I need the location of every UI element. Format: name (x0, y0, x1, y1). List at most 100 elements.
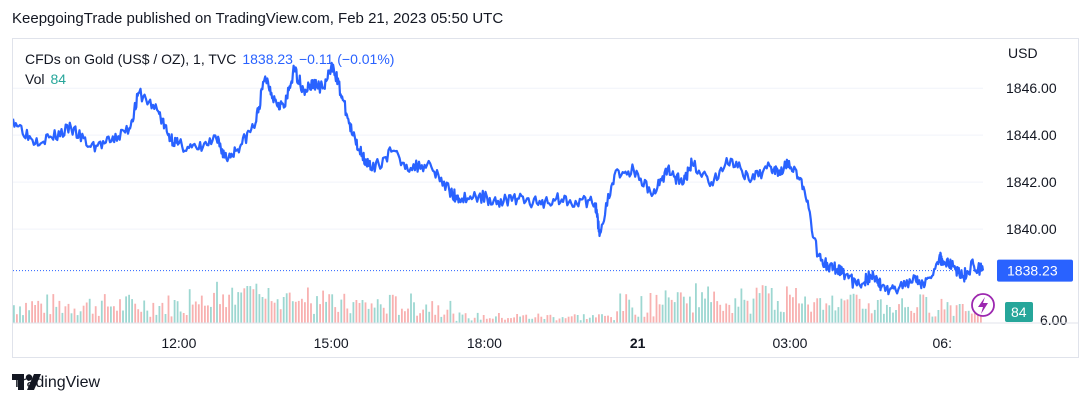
volume-bar (370, 303, 373, 323)
x-tick-label: 21 (630, 335, 646, 351)
volume-bar (398, 314, 400, 323)
volume-bar (934, 316, 937, 323)
volume-bar (13, 305, 15, 323)
volume-bar (685, 303, 688, 323)
publish-info: KeepgoingTrade published on TradingView.… (12, 10, 504, 27)
volume-bar (119, 299, 121, 323)
volume-bar (304, 302, 306, 323)
volume-bar (337, 311, 340, 323)
lightning-glyph (978, 297, 988, 314)
volume-bar (470, 320, 473, 323)
volume-bar (510, 318, 512, 323)
volume-bar (710, 302, 712, 323)
volume-bar (164, 314, 167, 323)
volume-bar (834, 310, 837, 323)
volume-bar (907, 306, 909, 323)
volume-bar (819, 298, 822, 323)
volume-bar (588, 317, 591, 323)
price-chart[interactable]: 1846.00 1844.00 1842.00 1840.00 1838.23 6.00 8… (13, 39, 1078, 357)
volume-bar (604, 315, 606, 323)
volume-bar (558, 318, 561, 323)
volume-bar (91, 313, 94, 323)
volume-bar (361, 300, 364, 323)
volume-bar (316, 296, 318, 323)
volume-bar (855, 294, 858, 323)
volume-bar (570, 316, 573, 323)
volume-bar (528, 318, 531, 323)
last-price-tag (997, 259, 1073, 282)
volume-bar (328, 294, 331, 323)
volume-bar (779, 311, 782, 323)
volume-bar (504, 319, 506, 323)
volume-bar (307, 287, 309, 323)
volume-bar (43, 312, 46, 323)
volume-bar (801, 303, 803, 323)
volume-bar (437, 305, 440, 323)
volume-bar (501, 317, 503, 323)
volume-bar (931, 316, 934, 323)
chart-panel[interactable]: 1846.00 1844.00 1842.00 1840.00 1838.23 6.00 8… (12, 38, 1079, 358)
volume-value: 84 (50, 71, 67, 87)
volume-bar (291, 301, 294, 323)
volume-bar (964, 311, 967, 323)
volume-bar (749, 313, 752, 323)
last-price-label: 1838.23 (1007, 263, 1058, 279)
volume-bar (649, 293, 652, 323)
volume-bar (85, 302, 88, 323)
volume-bar (625, 294, 628, 323)
volume-bar (567, 316, 570, 323)
volume-bar (495, 316, 497, 323)
volume-bar (461, 314, 464, 323)
volume-bar (82, 305, 85, 323)
volume-bar (795, 288, 797, 323)
volume-bar (319, 304, 321, 323)
volume-bar (695, 283, 697, 323)
volume-bar (379, 304, 382, 323)
volume-bar (949, 305, 952, 323)
volume-bar (270, 301, 273, 323)
volume-bar (940, 298, 943, 323)
volume-bar (758, 293, 761, 323)
volume-bar (452, 313, 455, 323)
volume-bar (55, 306, 58, 323)
volume-bar (440, 316, 443, 323)
volume-bar (240, 292, 243, 323)
volume-bar (113, 306, 115, 323)
volume-bar (840, 298, 843, 323)
volume-bar (67, 303, 70, 323)
volume-bar (534, 317, 537, 323)
volume-bar (564, 318, 567, 323)
volume-bar (128, 294, 130, 323)
volume-bar (352, 302, 355, 323)
volume-bar (294, 301, 297, 323)
volume-bar (601, 314, 603, 323)
volume-bar (182, 313, 185, 323)
volume-bar (313, 313, 315, 323)
volume-bar (658, 304, 661, 323)
footer-brand[interactable]: TradingView (12, 374, 100, 392)
volume-bar (94, 306, 97, 323)
volume-bar (540, 316, 543, 323)
volume-bar (228, 294, 230, 323)
volume-bar (158, 306, 161, 323)
y-tick-label: 1844.00 (1006, 127, 1057, 143)
volume-bar (646, 312, 649, 323)
volume-bar (652, 316, 655, 323)
x-tick-label: 18:00 (467, 335, 502, 351)
volume-bar (731, 313, 734, 323)
volume-bar (310, 303, 312, 323)
volume-bar (404, 311, 406, 323)
volume-bar (543, 319, 546, 323)
volume-bar (498, 313, 500, 323)
volume-bar (288, 292, 291, 323)
symbol-title: CFDs on Gold (US$ / OZ), 1, TVC (25, 51, 237, 67)
volume-bar (682, 296, 685, 323)
volume-bar (455, 320, 458, 323)
volume-bar (752, 298, 755, 323)
volume-bar (155, 314, 158, 323)
volume-bar (428, 311, 431, 323)
volume-bar (513, 317, 515, 323)
volume-bar (980, 312, 982, 323)
volume-bar (622, 311, 625, 323)
volume-bar (910, 310, 913, 323)
